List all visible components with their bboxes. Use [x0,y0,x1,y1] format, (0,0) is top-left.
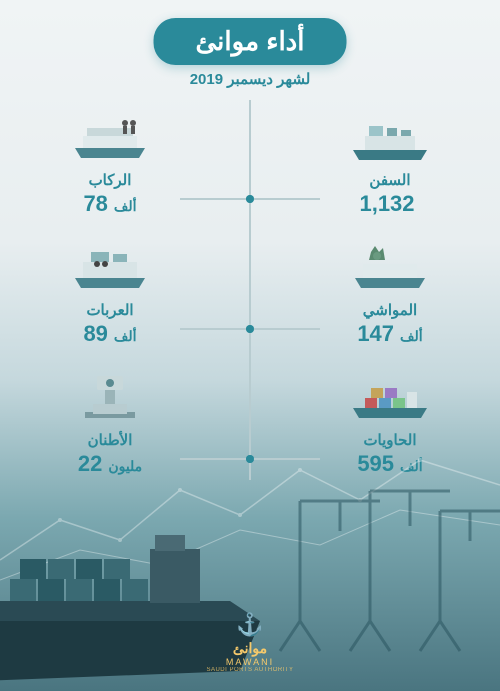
weigh-scale-icon [65,365,155,425]
stat-vehicles: العربات 89 ألف [20,235,200,347]
title-badge: أداء موانئ [154,18,347,65]
stat-value: 595 [357,451,394,477]
stat-unit: ألف [400,328,423,345]
stat-label: العربات [20,301,200,319]
stat-passengers: الركاب 78 ألف [20,105,200,217]
stat-value: 1,132 [359,191,414,217]
subtitle: لشهر ديسمبر 2019 [190,70,311,88]
ferry-icon [65,105,155,165]
stat-label: الأطنان [20,431,200,449]
stat-label: الركاب [20,171,200,189]
stat-unit: ألف [114,328,137,345]
anchor-icon: ⚓ [206,612,293,638]
stat-unit: ألف [114,198,137,215]
stat-ships: السفن 1,132 [300,105,480,217]
stat-value: 147 [357,321,394,347]
stat-label: الحاويات [300,431,480,449]
stat-livestock: المواشي 147 ألف [300,235,480,347]
ship-carrier-icon [345,105,435,165]
brand-tagline: SAUDI PORTS AUTHORITY [206,667,293,673]
stat-label: المواشي [300,301,480,319]
stat-unit: مليون [108,458,142,475]
roro-ship-icon [65,235,155,295]
stat-unit: ألف [400,458,423,475]
brand-logo: ⚓ موانئ MAWANI SAUDI PORTS AUTHORITY [206,612,293,673]
stat-label: السفن [300,171,480,189]
stat-value: 78 [83,191,107,217]
connector-spine [249,100,251,480]
stat-tons: الأطنان 22 مليون [20,365,200,477]
brand-name-ar: موانئ [206,640,293,657]
stat-value: 89 [83,321,107,347]
stat-containers: الحاويات 595 ألف [300,365,480,477]
brand-name-en: MAWANI [206,657,293,667]
livestock-ship-icon [345,235,435,295]
container-ship-icon [345,365,435,425]
stat-value: 22 [78,451,102,477]
